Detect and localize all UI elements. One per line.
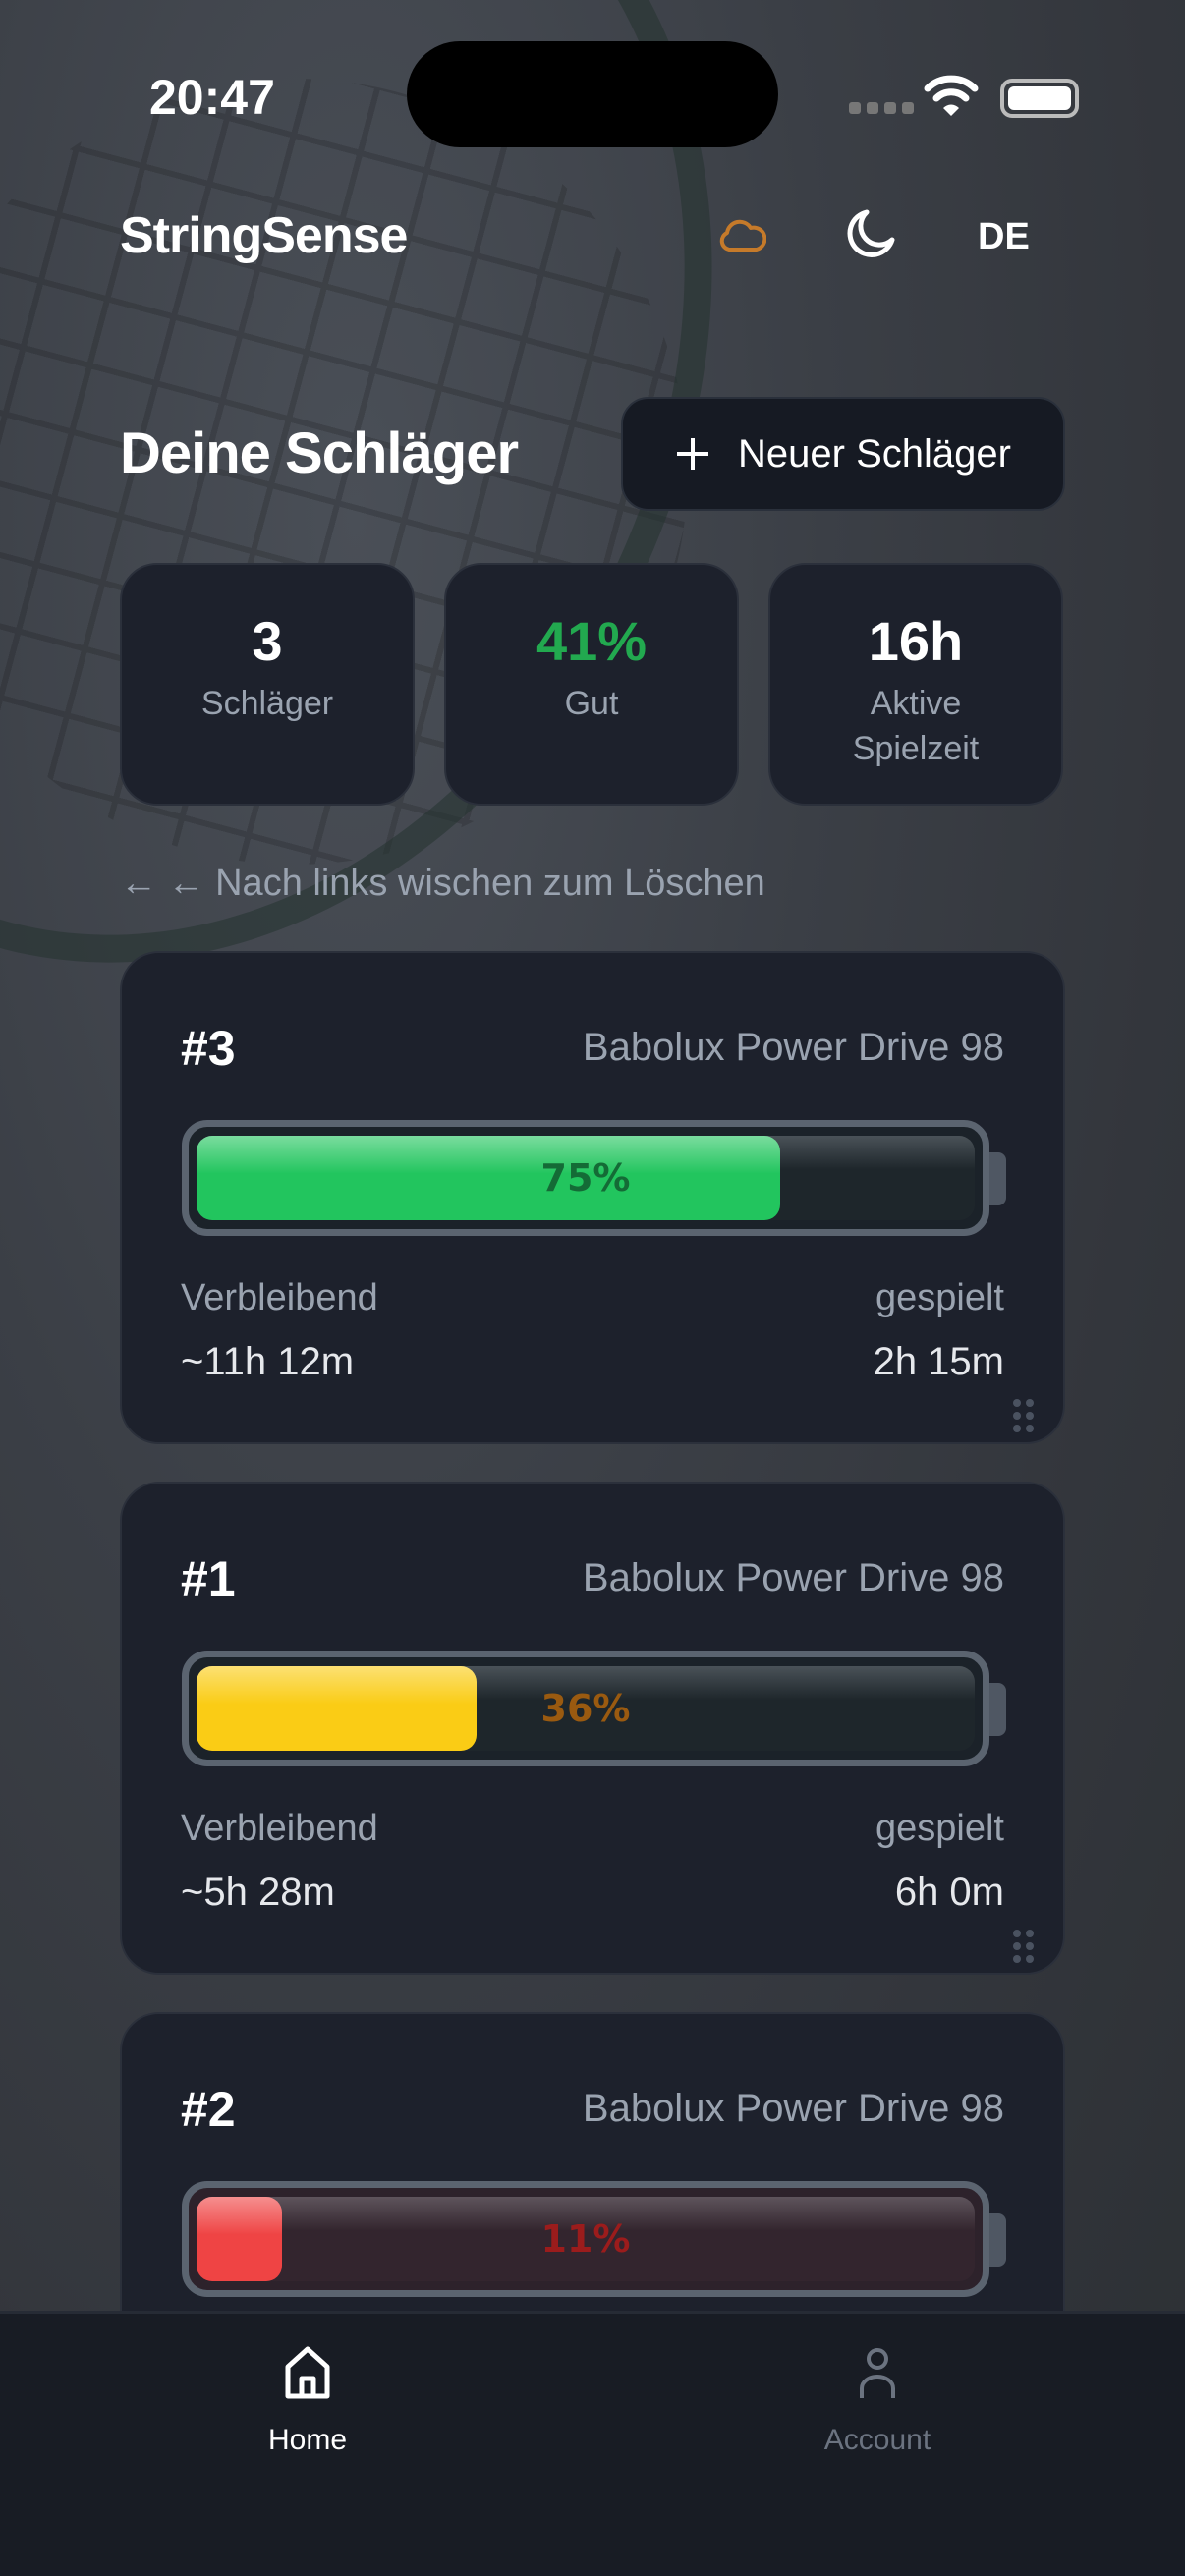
drag-handle-icon[interactable]	[1013, 1399, 1034, 1432]
string-health-bar: 11%	[182, 2181, 989, 2297]
health-fill	[197, 2197, 283, 2281]
dynamic-island	[407, 41, 778, 147]
played-value: 6h 0m	[894, 1871, 1004, 1914]
cellular-signal-icon	[849, 102, 914, 114]
moon-icon[interactable]	[843, 206, 898, 261]
stat-value: 41%	[536, 610, 648, 672]
tab-home-label: Home	[267, 2424, 348, 2456]
racket-card[interactable]: #3 Babolux Power Drive 98 75% Verbleiben…	[120, 951, 1065, 1444]
racket-model: Babolux Power Drive 98	[582, 1556, 1004, 1599]
swipe-hint: ← ← Nach links wischen zum Löschen	[120, 863, 765, 904]
battery-cap	[989, 1152, 1006, 1205]
health-percent: 75%	[540, 1156, 631, 1200]
health-percent: 36%	[540, 1687, 631, 1730]
home-icon	[285, 2346, 330, 2399]
played-label: gespielt	[875, 1808, 1004, 1849]
racket-model: Babolux Power Drive 98	[582, 2087, 1004, 2130]
app-title: StringSense	[120, 207, 408, 264]
remaining-value: ~11h 12m	[181, 1340, 355, 1383]
person-icon	[860, 2348, 895, 2398]
tab-home[interactable]: Home	[185, 2343, 430, 2457]
tab-account-label: Account	[823, 2424, 931, 2456]
string-health-bar: 36%	[182, 1651, 989, 1766]
racket-number: #3	[181, 1021, 236, 1076]
tab-bar: Home Account	[0, 2311, 1185, 2576]
health-fill	[197, 1136, 780, 1220]
stat-value: 3	[252, 610, 283, 672]
language-toggle[interactable]: DE	[978, 216, 1030, 257]
played-value: 2h 15m	[873, 1340, 1004, 1383]
remaining-label: Verbleibend	[181, 1808, 378, 1849]
battery-cap	[989, 1683, 1006, 1736]
stat-playtime: 16h Aktive Spielzeit	[768, 563, 1063, 806]
racket-number: #2	[181, 2082, 236, 2137]
stat-label: Schläger	[200, 685, 334, 722]
status-time: 20:47	[149, 70, 275, 125]
health-fill	[197, 1666, 478, 1751]
remaining-label: Verbleibend	[181, 1277, 378, 1318]
new-racket-button[interactable]: Neuer Schläger	[621, 397, 1065, 511]
racket-model: Babolux Power Drive 98	[582, 1026, 1004, 1069]
wifi-icon	[924, 75, 979, 116]
stat-label: Gut	[564, 685, 619, 722]
stat-rackets: 3 Schläger	[120, 563, 415, 806]
health-percent: 11%	[540, 2217, 631, 2261]
battery-status-icon	[1000, 79, 1079, 118]
stat-label: Aktive Spielzeit	[852, 685, 980, 767]
cloud-icon[interactable]	[717, 216, 766, 255]
played-label: gespielt	[875, 1277, 1004, 1318]
racket-card[interactable]: #1 Babolux Power Drive 98 36% Verbleiben…	[120, 1482, 1065, 1975]
page-title: Deine Schläger	[120, 421, 519, 485]
battery-cap	[989, 2213, 1006, 2267]
drag-handle-icon[interactable]	[1013, 1930, 1034, 1963]
racket-number: #1	[181, 1551, 236, 1606]
stat-value: 16h	[868, 610, 964, 672]
tab-account[interactable]: Account	[755, 2343, 1000, 2457]
remaining-value: ~5h 28m	[181, 1871, 335, 1914]
string-health-bar: 75%	[182, 1120, 989, 1236]
plus-icon	[677, 438, 709, 470]
new-racket-label: Neuer Schläger	[738, 431, 1011, 476]
stat-good: 41% Gut	[444, 563, 739, 806]
